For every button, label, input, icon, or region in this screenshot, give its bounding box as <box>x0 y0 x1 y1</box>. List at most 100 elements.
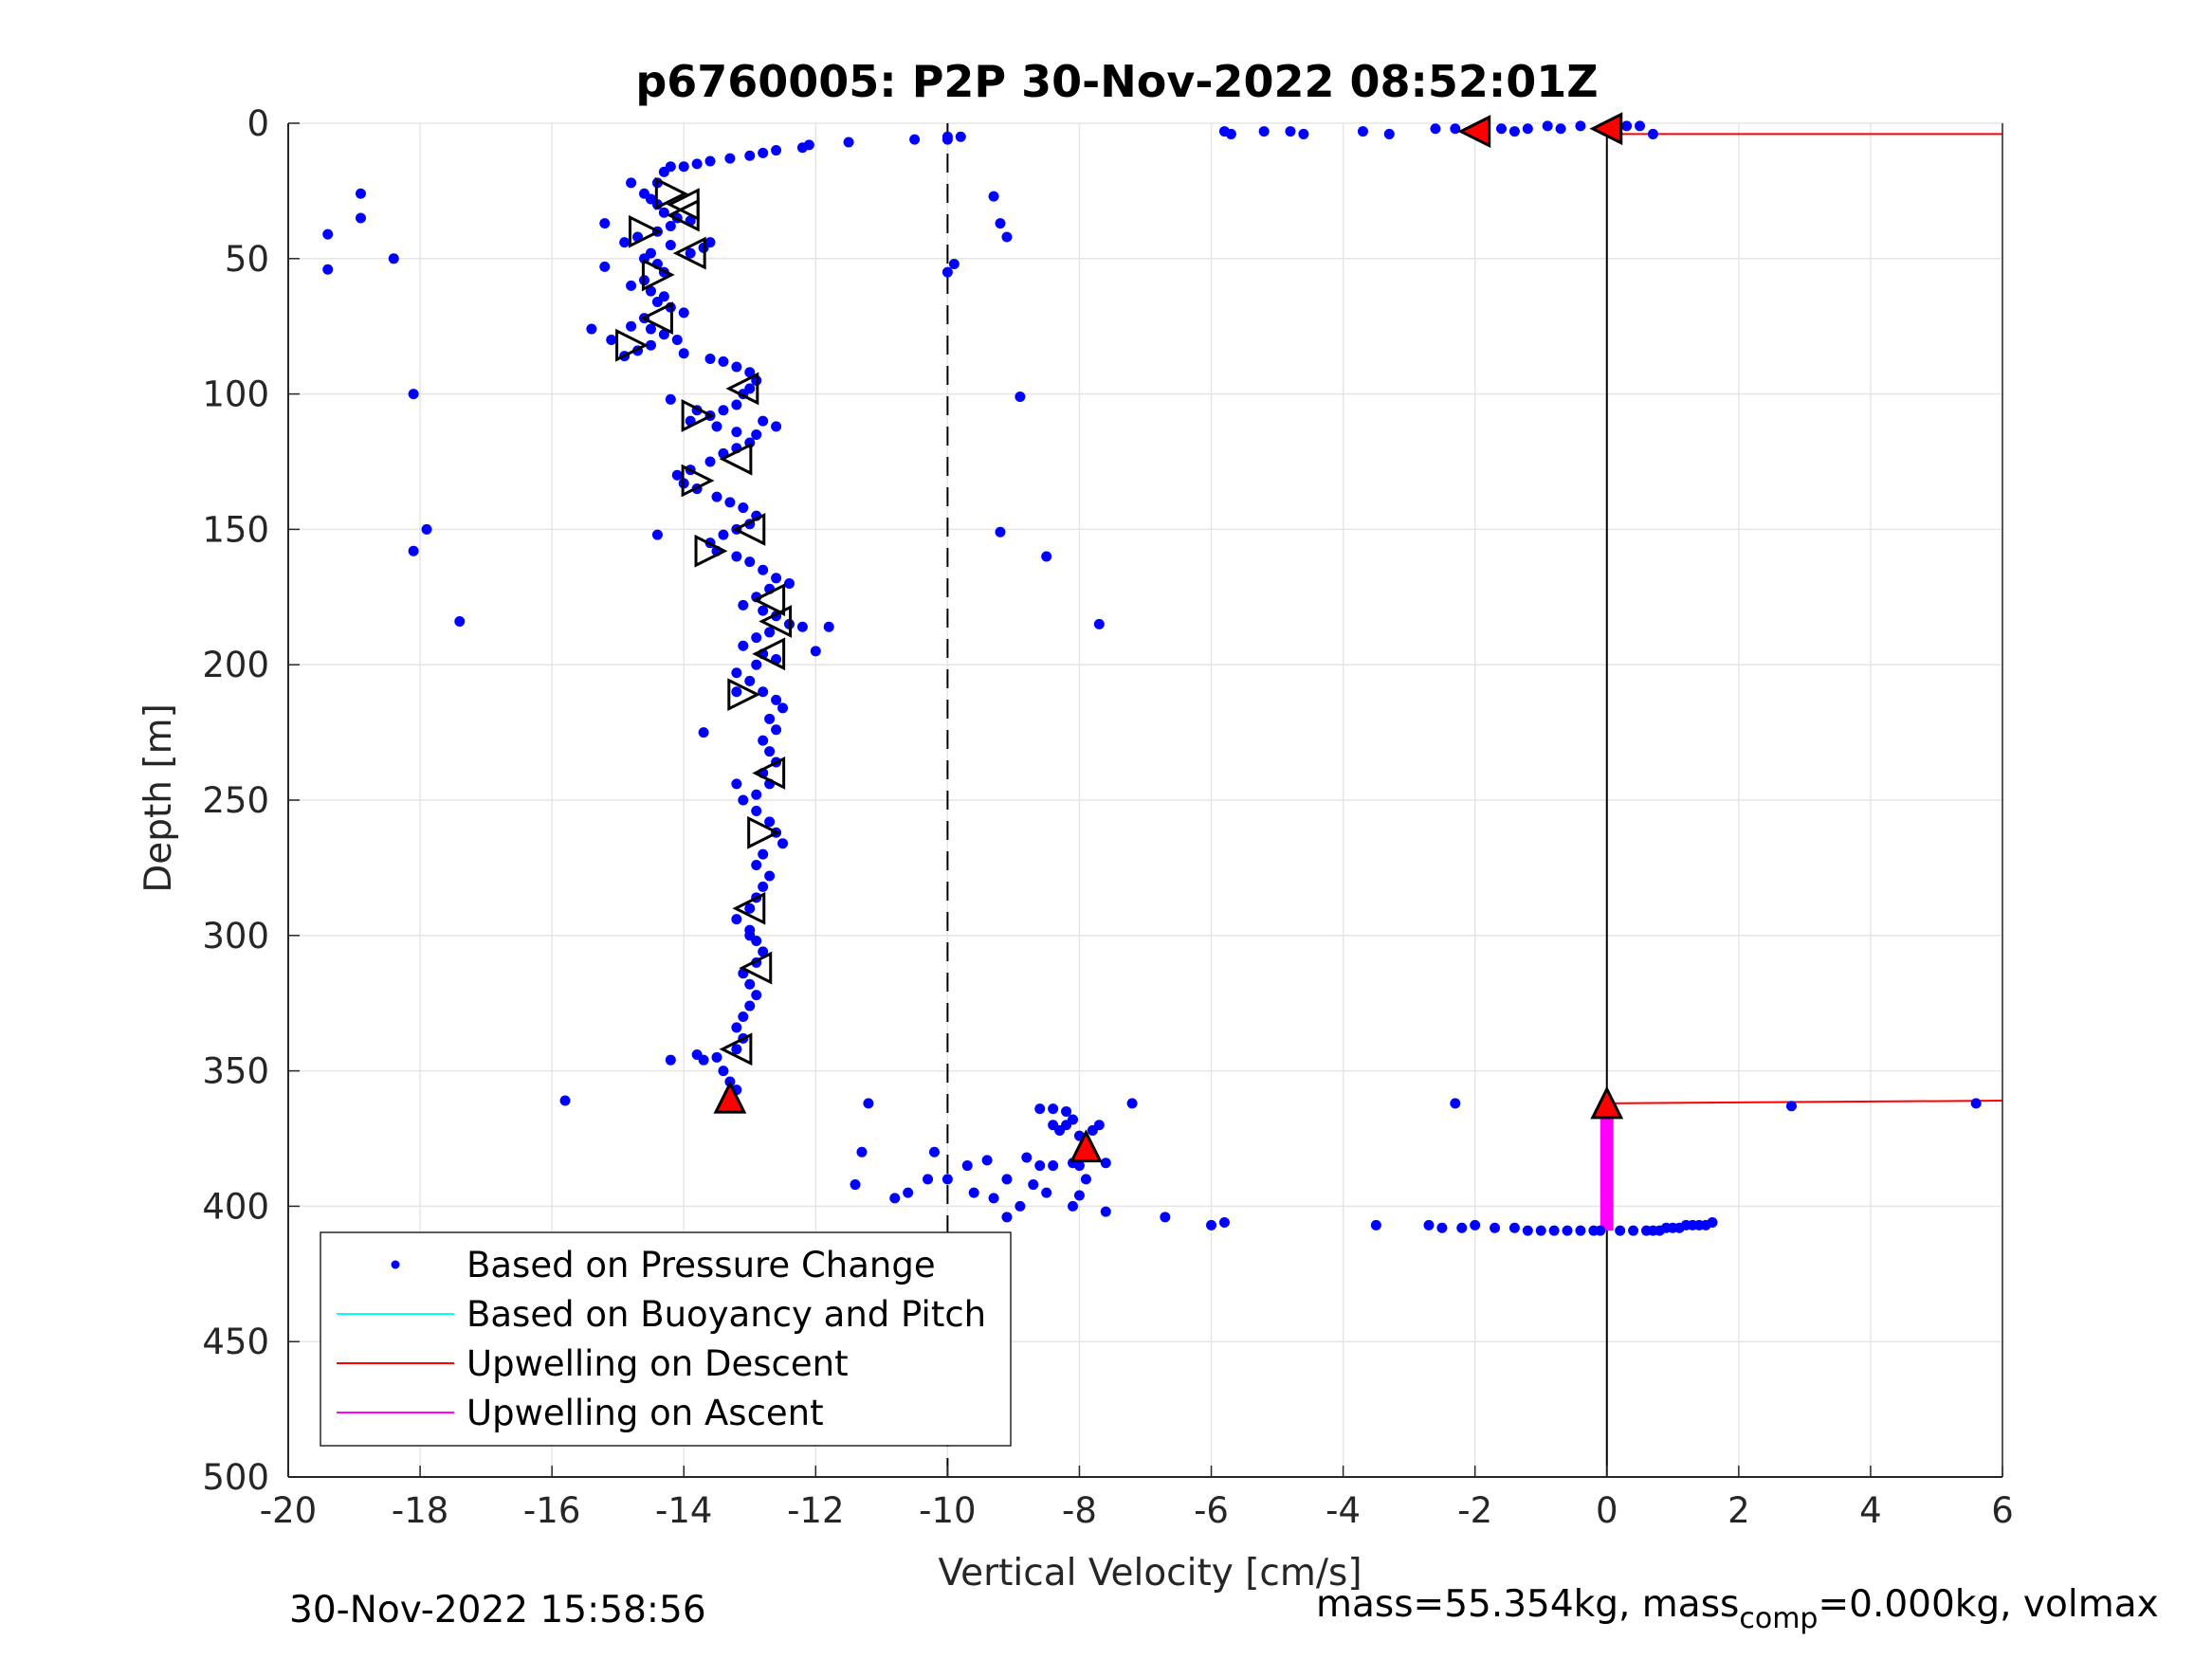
mass-text: mass=55.354kg, mass <box>1316 1583 1740 1626</box>
data-point <box>764 870 776 882</box>
data-point <box>1436 1222 1448 1233</box>
data-point <box>1298 128 1309 139</box>
data-point <box>1575 120 1586 132</box>
data-point <box>1621 120 1633 132</box>
data-point <box>645 339 656 351</box>
data-point <box>355 188 366 199</box>
triangle-marker-left <box>752 757 786 790</box>
data-point <box>671 469 683 481</box>
data-point <box>744 675 756 686</box>
data-point <box>856 1146 868 1158</box>
data-point <box>823 621 834 632</box>
y-tick-label: 250 <box>202 780 269 821</box>
x-tick-label: 4 <box>1859 1490 1882 1531</box>
data-point <box>658 329 669 340</box>
data-point <box>665 393 676 405</box>
data-point <box>1048 1160 1059 1172</box>
data-point <box>777 702 789 714</box>
data-point <box>744 150 756 161</box>
legend-label-buoyancy: Based on Buoyancy and Pitch <box>466 1294 986 1335</box>
data-point <box>744 556 756 568</box>
data-point <box>1206 1219 1217 1231</box>
data-point <box>1522 123 1533 135</box>
data-point <box>1970 1098 1982 1109</box>
data-point <box>928 1146 940 1158</box>
triangle-marker-left <box>752 637 786 671</box>
data-point <box>731 427 742 438</box>
data-point <box>665 240 676 251</box>
data-point <box>1093 1120 1105 1131</box>
x-tick-labels: -20 -18 -16 -14 -12 -10 -8 -6 -4 -2 0 2 4 6 <box>260 1490 2014 1531</box>
data-point <box>1041 551 1052 562</box>
data-point <box>1450 1098 1461 1109</box>
data-point <box>751 632 762 644</box>
data-point <box>1470 1219 1481 1231</box>
data-point <box>751 428 762 440</box>
y-tick-label: 350 <box>202 1051 269 1092</box>
triangle-marker-right <box>694 534 728 568</box>
data-point <box>1015 391 1026 402</box>
data-point <box>322 264 334 275</box>
mass-text-suffix: =0.000kg, volmax <box>1818 1583 2159 1626</box>
data-point <box>651 296 663 307</box>
data-point <box>724 153 736 164</box>
data-point <box>1423 1219 1435 1231</box>
triangle-marker-up <box>1590 1085 1624 1120</box>
data-point <box>678 348 689 359</box>
data-point <box>764 746 776 757</box>
data-point <box>758 881 769 892</box>
data-point <box>1034 1103 1046 1115</box>
data-point <box>941 1174 953 1185</box>
series-lines <box>1600 133 2003 1231</box>
data-point <box>758 735 769 746</box>
data-point <box>751 789 762 800</box>
y-tick-label: 300 <box>202 916 269 957</box>
data-point <box>1001 1174 1013 1185</box>
data-point <box>923 1174 934 1185</box>
data-point <box>988 1193 999 1204</box>
data-point <box>1635 120 1646 132</box>
y-tick-label: 400 <box>202 1186 269 1227</box>
data-point <box>724 497 736 508</box>
legend-box <box>320 1231 1012 1447</box>
data-point <box>764 816 776 828</box>
data-point <box>1258 126 1270 137</box>
legend-label-upwelling-descent: Upwelling on Descent <box>466 1343 849 1384</box>
x-tick-label: -16 <box>523 1490 580 1531</box>
data-point <box>1080 1174 1091 1185</box>
data-point <box>731 667 742 679</box>
data-point <box>988 191 999 202</box>
data-point <box>1628 1225 1639 1236</box>
data-point <box>903 1187 914 1198</box>
data-point <box>771 724 782 736</box>
data-point <box>454 616 466 628</box>
x-tick-label: 6 <box>1991 1490 2014 1531</box>
triangle-marker-right <box>727 678 761 712</box>
legend: Based on Pressure Change Based on Buoyan… <box>320 1231 1012 1447</box>
data-point <box>665 161 676 173</box>
data-point <box>850 1179 861 1191</box>
data-point <box>1068 1200 1079 1212</box>
data-point <box>758 605 769 616</box>
data-point <box>704 237 716 248</box>
data-point <box>758 147 769 158</box>
data-point <box>671 334 683 345</box>
data-point <box>995 218 1006 229</box>
x-axis-label: Vertical Velocity [cm/s] <box>938 1552 1362 1595</box>
triangle-marker-up <box>713 1080 747 1114</box>
data-point <box>1021 1152 1033 1163</box>
y-tick-label: 450 <box>202 1322 269 1362</box>
legend-swatch-pressure <box>391 1260 400 1269</box>
data-point <box>1430 123 1441 135</box>
data-point <box>863 1098 874 1109</box>
data-point <box>738 794 749 806</box>
data-point <box>1093 618 1105 629</box>
data-point <box>1383 128 1395 139</box>
triangle-marker-right <box>654 176 688 210</box>
data-point <box>810 646 821 657</box>
data-point <box>599 218 611 229</box>
data-point <box>731 1022 742 1033</box>
data-point <box>1370 1219 1381 1231</box>
y-tick-label: 100 <box>202 374 269 415</box>
